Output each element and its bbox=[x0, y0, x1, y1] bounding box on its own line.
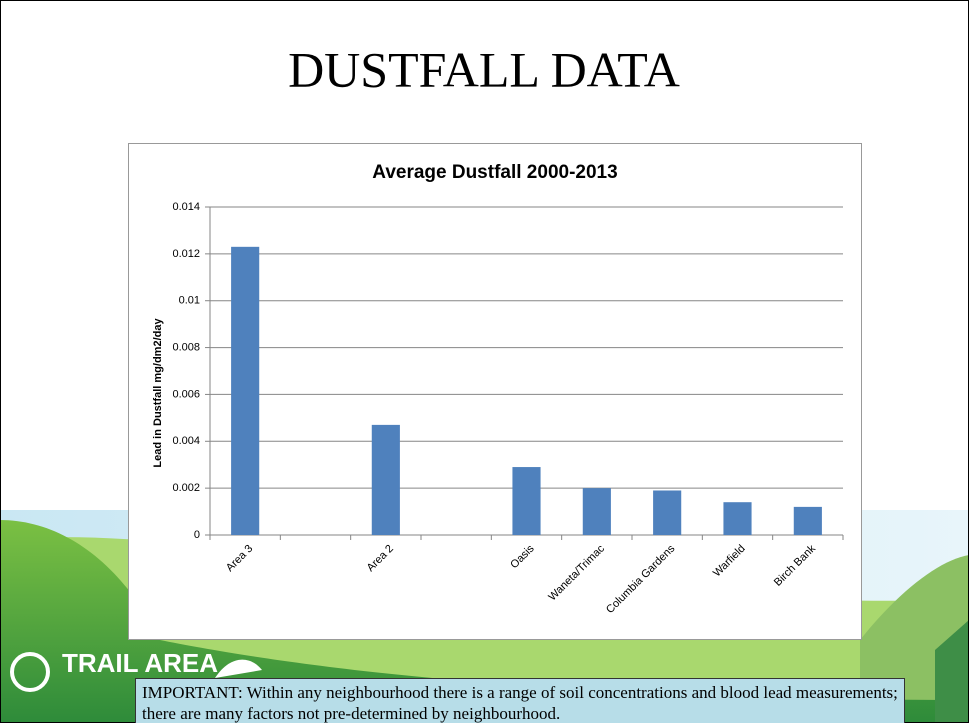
y-tick-label: 0 bbox=[194, 529, 200, 541]
y-tick-label: 0.008 bbox=[172, 341, 200, 353]
slide-title: DUSTFALL DATA bbox=[288, 41, 680, 97]
y-tick-label: 0.006 bbox=[172, 388, 200, 400]
bar bbox=[231, 246, 260, 535]
y-tick-label: 0.014 bbox=[172, 201, 200, 213]
bar bbox=[371, 424, 400, 535]
logo-text: TRAIL AREA bbox=[62, 648, 218, 678]
note: IMPORTANT: Within any neighbourhood ther… bbox=[135, 678, 905, 723]
chart-title: Average Dustfall 2000-2013 bbox=[372, 162, 617, 183]
bar bbox=[653, 490, 682, 535]
y-tick-label: 0.012 bbox=[172, 248, 200, 260]
hill-edge bbox=[935, 620, 969, 723]
logo-heart bbox=[215, 659, 262, 678]
bar bbox=[793, 506, 822, 535]
bar bbox=[723, 502, 752, 535]
bar bbox=[582, 488, 611, 535]
chart: Average Dustfall 2000-2013 Lead in Dustf… bbox=[128, 143, 862, 640]
y-axis-label: Lead in Dustfall mg/dm2/day bbox=[152, 318, 164, 468]
y-tick-label: 0.01 bbox=[179, 295, 200, 307]
y-tick-label: 0.002 bbox=[172, 482, 200, 494]
logo-icon bbox=[10, 652, 50, 692]
y-tick-label: 0.004 bbox=[172, 435, 200, 447]
bar bbox=[512, 467, 541, 535]
